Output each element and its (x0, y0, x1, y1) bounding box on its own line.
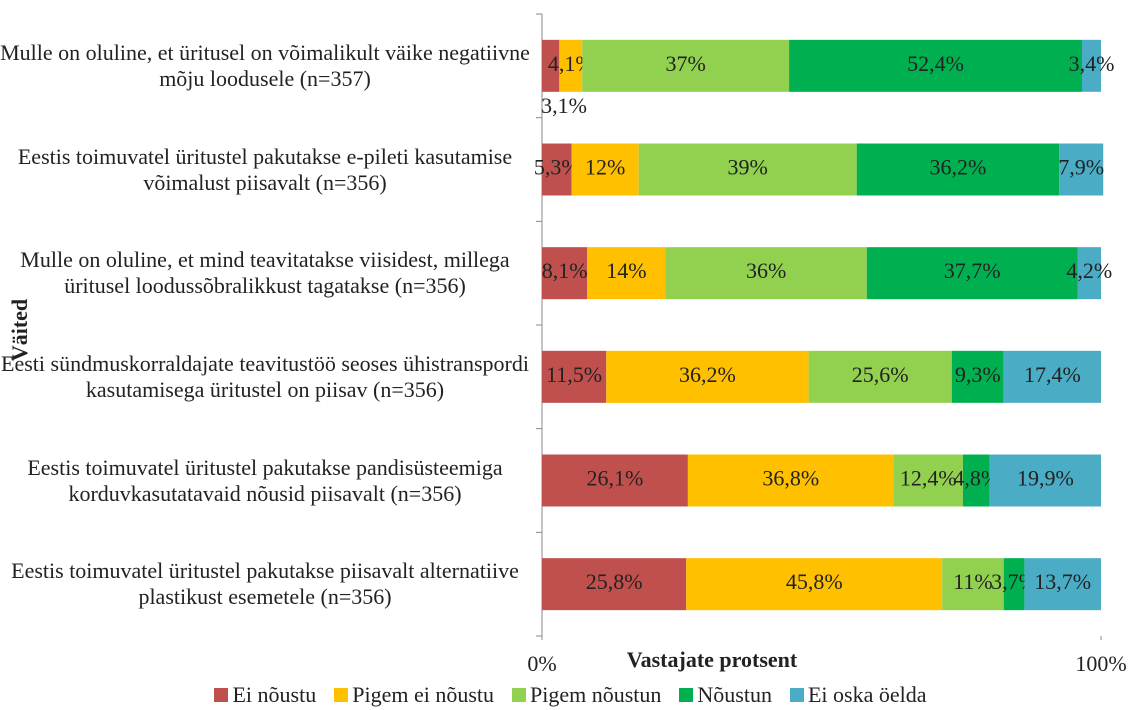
bar-segment (942, 558, 1004, 611)
data-label: 37% (665, 51, 705, 76)
bar-segment (638, 143, 857, 196)
category-label: Eestis toimuvatel üritustel pakutakse pi… (11, 558, 519, 610)
data-label: 4,2% (1066, 258, 1112, 283)
bar-segment (951, 350, 1004, 403)
x-tick-label: 100% (1075, 651, 1126, 676)
data-label: 12,4% (900, 466, 957, 491)
bar-segment (1003, 558, 1025, 611)
data-label: 8,1% (542, 258, 588, 283)
data-label: 11,5% (546, 362, 602, 387)
bar-segment (587, 247, 666, 300)
legend-item: Pigem nõustun (512, 682, 661, 708)
category-label: Mulle on oluline, et üritusel on võimali… (0, 39, 530, 91)
data-label: 17,4% (1024, 362, 1081, 387)
legend-swatch (214, 688, 229, 702)
data-label: 3,1% (541, 93, 587, 118)
bar-segment (542, 39, 560, 92)
data-label: 37,7% (944, 258, 1001, 283)
bar-segment (1081, 39, 1101, 92)
legend-label: Pigem ei nõustu (352, 682, 494, 707)
x-axis-label: Vastajate protsent (627, 647, 798, 672)
legend-item: Nõustun (679, 682, 772, 708)
data-label: 7,9% (1058, 155, 1104, 180)
legend-swatch (789, 688, 804, 702)
x-tick-label: 0% (527, 651, 556, 676)
legend-item: Ei oska öelda (789, 682, 927, 708)
data-label: 13,7% (1034, 569, 1091, 594)
data-label: 52,4% (907, 51, 964, 76)
bar-segment (606, 350, 809, 403)
data-label: 19,9% (1017, 466, 1074, 491)
legend-label: Nõustun (697, 682, 772, 707)
legend-swatch (334, 688, 349, 702)
bar-segment (866, 247, 1078, 300)
data-label: 25,6% (852, 362, 909, 387)
bar-segment (542, 454, 688, 507)
bar-segment (808, 350, 952, 403)
data-label: 12% (585, 155, 625, 180)
bar-segment (542, 143, 572, 196)
data-label: 36,2% (679, 362, 736, 387)
bar-segment (542, 558, 687, 611)
bar-segment (582, 39, 790, 92)
bar-segment (1059, 143, 1104, 196)
bar-segment (542, 247, 588, 300)
data-label: 14% (606, 258, 646, 283)
data-label: 11% (953, 569, 993, 594)
category-label: Eestis toimuvatel üritustel pakutakse pa… (27, 454, 503, 506)
legend-swatch (679, 688, 694, 702)
category-label: Mulle on oluline, et mind teavitatakse v… (20, 247, 510, 299)
bar-segment (893, 454, 963, 507)
bar-segment (1003, 350, 1101, 403)
bar-segment (1024, 558, 1101, 611)
legend-label: Ei oska öelda (807, 682, 927, 707)
data-label: 9,3% (955, 362, 1001, 387)
bar-segment (686, 558, 943, 611)
data-label: 25,8% (586, 569, 643, 594)
data-label: 36% (746, 258, 786, 283)
legend-item: Ei nõustu (214, 682, 316, 708)
legend: Ei nõustu Pigem ei nõustu Pigem nõustun Nõu… (0, 682, 1141, 708)
data-label: 36,8% (762, 466, 819, 491)
bar-segment (789, 39, 1082, 92)
bar-segment (665, 247, 867, 300)
bar-segment (687, 454, 894, 507)
legend-swatch (512, 688, 526, 702)
bar-segment (559, 39, 583, 92)
bar-segment (989, 454, 1101, 507)
data-label: 45,8% (786, 569, 843, 594)
bar-segment (962, 454, 990, 507)
legend-label: Pigem nõustun (530, 682, 662, 707)
data-label: 36,2% (929, 155, 986, 180)
legend-item: Pigem ei nõustu (334, 682, 494, 708)
bar-segment (856, 143, 1060, 196)
data-label: 26,1% (587, 466, 644, 491)
category-label: Eestis toimuvatel üritustel pakutakse e-… (17, 143, 513, 195)
category-label: Eesti sündmuskorraldajate teavitustöö se… (1, 350, 529, 402)
data-label: 39% (728, 155, 768, 180)
bar-segment (542, 350, 607, 403)
bar-segment (1077, 247, 1101, 300)
bar-segment (571, 143, 639, 196)
data-label: 3,4% (1069, 51, 1115, 76)
y-axis-label: Väited (7, 299, 32, 361)
legend-label: Ei nõustu (232, 682, 317, 707)
